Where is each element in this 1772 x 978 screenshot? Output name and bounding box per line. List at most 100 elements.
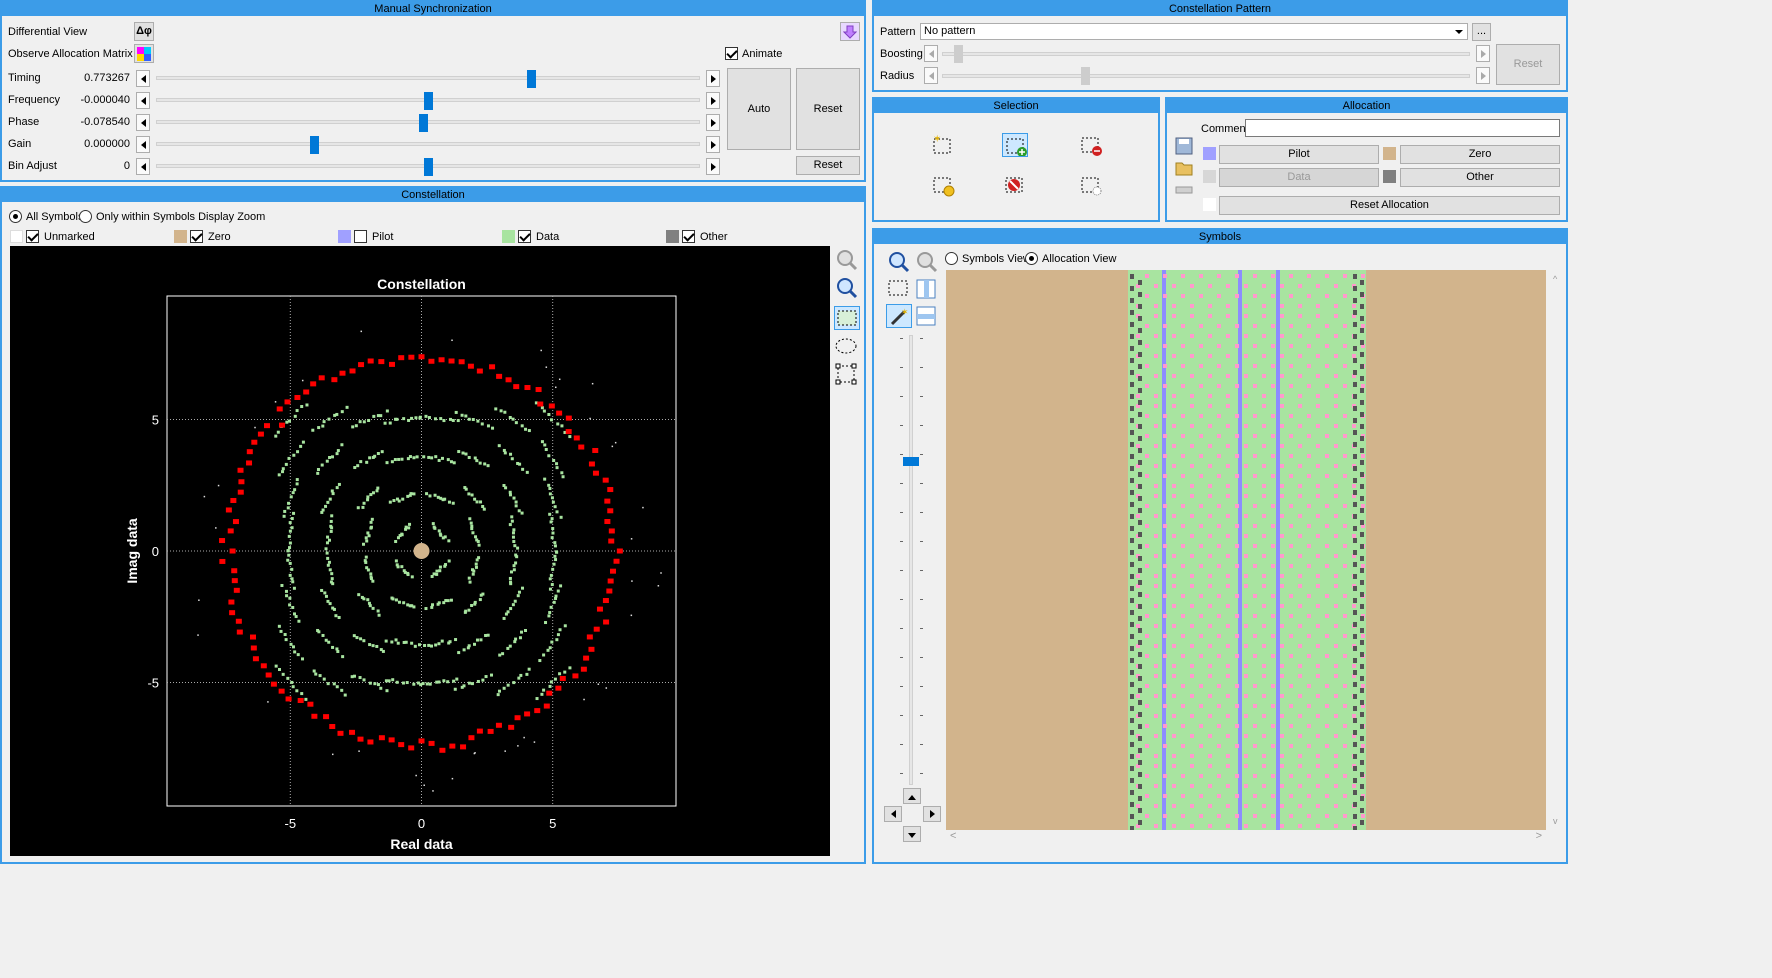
svg-text:✶: ✶	[933, 134, 941, 145]
constellation-plot[interactable]: -5 0 5 -5 0 5 Constellation Real data Imag data	[10, 246, 830, 856]
zoom-tick	[920, 628, 923, 629]
zoom-icon[interactable]	[834, 276, 860, 300]
clear-selection-icon[interactable]	[1002, 173, 1028, 197]
zero-button[interactable]: Zero	[1400, 145, 1560, 164]
boosting-right-arrow[interactable]	[1476, 45, 1490, 62]
zoom-slider-handle[interactable]	[903, 457, 919, 466]
auto-button[interactable]: Auto	[727, 68, 791, 150]
data-point-cluster	[364, 556, 375, 583]
data-point-cluster	[509, 515, 519, 549]
zoom-icon[interactable]	[886, 250, 912, 274]
data-point-cluster	[385, 638, 421, 647]
sync-row-left-arrow[interactable]	[136, 136, 150, 153]
rect-select-icon[interactable]	[886, 277, 912, 301]
data-point-cluster	[320, 589, 341, 619]
data-point-cluster	[419, 415, 460, 422]
reset-button[interactable]: Reset	[796, 68, 860, 150]
sync-row-slider-handle[interactable]	[424, 92, 433, 110]
data-point-cluster	[362, 518, 374, 546]
radius-right-arrow[interactable]	[1476, 67, 1490, 84]
radius-slider-handle[interactable]	[1081, 67, 1090, 85]
invert-selection-icon[interactable]	[1078, 173, 1104, 197]
sync-row-right-arrow[interactable]	[706, 158, 720, 175]
rect-select-icon[interactable]	[834, 306, 860, 330]
differential-view-button[interactable]: Δφ	[134, 22, 154, 41]
zoom-reset-icon[interactable]	[914, 250, 940, 274]
sync-row-slider-handle[interactable]	[419, 114, 428, 132]
scroll-right-button[interactable]	[923, 806, 941, 822]
legend-checkbox[interactable]	[682, 230, 695, 243]
intersect-selection-icon[interactable]	[930, 173, 956, 197]
other-point	[614, 559, 620, 564]
sync-row-right-arrow[interactable]	[706, 70, 720, 87]
radius-slider-track[interactable]	[942, 74, 1470, 78]
sync-row-slider-track[interactable]	[156, 76, 700, 80]
bin-adjust-reset-button[interactable]: Reset	[796, 156, 860, 175]
vertical-scrollbar[interactable]: ^ v	[1550, 270, 1564, 830]
new-selection-icon[interactable]: ✶	[930, 133, 956, 157]
allocation-matrix-view[interactable]	[946, 270, 1546, 830]
magic-wand-icon[interactable]: ✶	[886, 304, 912, 328]
radius-left-arrow[interactable]	[924, 67, 938, 84]
unmarked-point	[267, 701, 269, 703]
column-select-icon[interactable]	[914, 277, 940, 301]
legend-checkbox[interactable]	[354, 230, 367, 243]
reset-allocation-button[interactable]: Reset Allocation	[1219, 196, 1560, 215]
legend-checkbox[interactable]	[26, 230, 39, 243]
open-folder-icon[interactable]	[1175, 159, 1193, 177]
sync-row-left-arrow[interactable]	[136, 158, 150, 175]
other-point	[251, 440, 257, 445]
sync-row-slider-handle[interactable]	[424, 158, 433, 176]
all-symbols-radio[interactable]	[9, 210, 22, 223]
pilot-button[interactable]: Pilot	[1219, 145, 1379, 164]
zoom-reset-icon[interactable]	[834, 248, 860, 272]
allocation-view-radio[interactable]	[1025, 252, 1038, 265]
unmarked-point	[642, 507, 644, 509]
other-point	[606, 589, 612, 594]
sync-row-left-arrow[interactable]	[136, 70, 150, 87]
horizontal-scrollbar[interactable]: < >	[946, 830, 1546, 844]
scroll-down-button[interactable]	[903, 826, 921, 842]
comment-input[interactable]	[1245, 119, 1560, 137]
sync-row-right-arrow[interactable]	[706, 92, 720, 109]
symbols-view-radio[interactable]	[945, 252, 958, 265]
sync-row-slider-track[interactable]	[156, 142, 700, 146]
download-button[interactable]	[840, 22, 860, 41]
scroll-up-button[interactable]	[903, 788, 921, 804]
other-button[interactable]: Other	[1400, 168, 1560, 187]
ellipse-select-icon[interactable]	[834, 334, 860, 358]
pattern-more-button[interactable]: ...	[1472, 23, 1491, 41]
other-point	[294, 395, 300, 400]
sync-row-left-arrow[interactable]	[136, 92, 150, 109]
sync-row-right-arrow[interactable]	[706, 136, 720, 153]
other-point	[460, 744, 466, 749]
sync-row-slider-handle[interactable]	[527, 70, 536, 88]
clear-list-icon[interactable]	[1175, 181, 1193, 199]
save-icon[interactable]	[1175, 137, 1193, 155]
remove-selection-icon[interactable]	[1078, 133, 1104, 157]
data-point-cluster	[386, 455, 419, 464]
observe-allocation-button[interactable]	[134, 44, 154, 63]
row-select-icon[interactable]	[914, 304, 940, 328]
pattern-select[interactable]: No pattern	[920, 23, 1468, 40]
polygon-select-icon[interactable]	[834, 362, 860, 386]
color-grid-icon	[137, 47, 151, 61]
zoom-symbols-radio[interactable]	[79, 210, 92, 223]
sync-row-left-arrow[interactable]	[136, 114, 150, 131]
other-point	[266, 672, 272, 677]
animate-checkbox[interactable]	[725, 47, 738, 60]
legend-checkbox[interactable]	[518, 230, 531, 243]
boosting-left-arrow[interactable]	[924, 45, 938, 62]
boosting-slider-handle[interactable]	[954, 45, 963, 63]
sync-row-right-arrow[interactable]	[706, 114, 720, 131]
legend-checkbox[interactable]	[190, 230, 203, 243]
other-point	[238, 479, 244, 484]
scroll-left-button[interactable]	[884, 806, 902, 822]
add-selection-icon[interactable]	[1002, 133, 1028, 157]
boosting-slider-track[interactable]	[942, 52, 1470, 56]
sync-row-slider-handle[interactable]	[310, 136, 319, 154]
sync-row-slider-track[interactable]	[156, 120, 700, 124]
zero-point	[414, 543, 430, 559]
zoom-slider-track[interactable]	[909, 335, 913, 785]
other-point	[337, 731, 343, 736]
